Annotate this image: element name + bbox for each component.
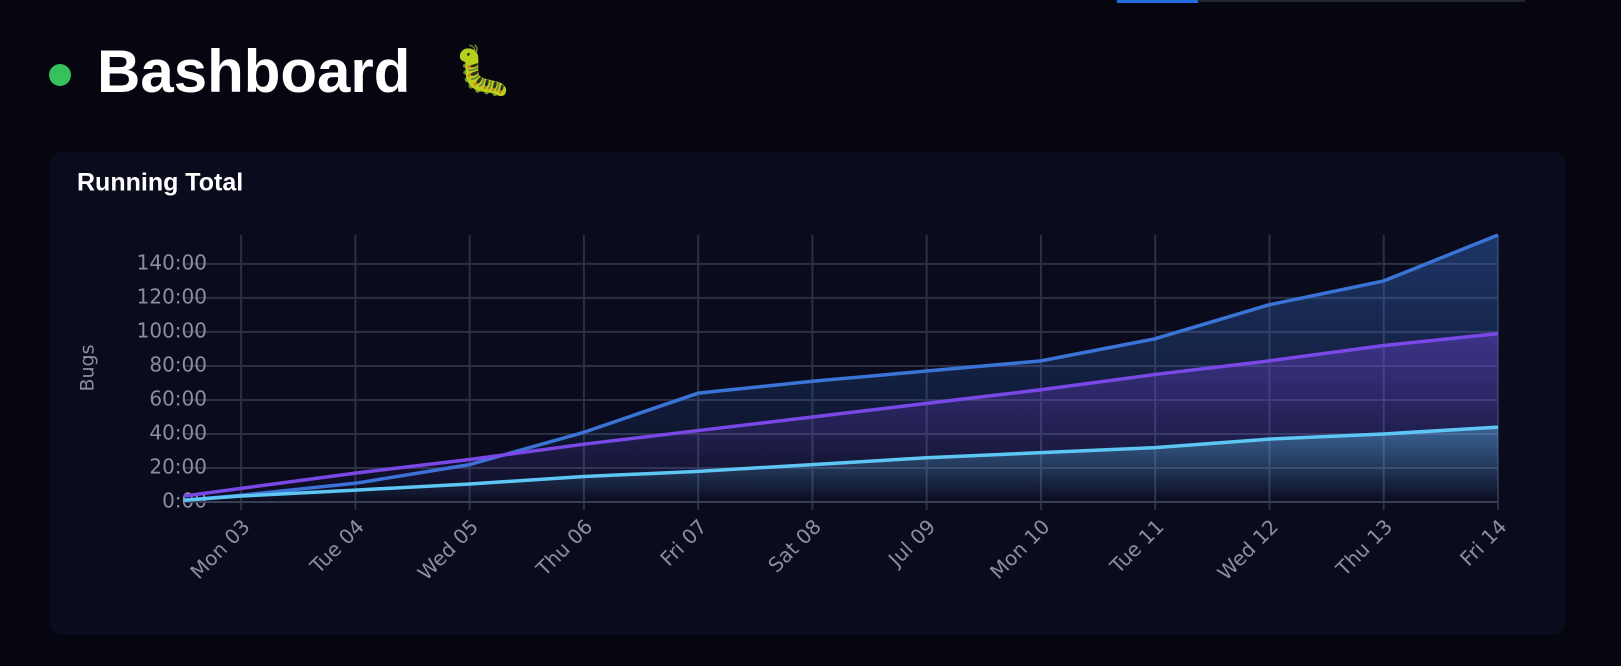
chart-title: Running Total [77,169,243,197]
tab-active[interactable] [1117,0,1198,3]
title-emoji: 🐛 [453,43,513,99]
y-tick-label: 140:00 [137,250,207,274]
y-tick-label: 40:00 [149,420,207,444]
y-tick-label: 60:00 [149,386,207,410]
line [183,331,1499,498]
tab-track [1198,0,1525,2]
y-tick-label: 80:00 [149,352,207,376]
y-tick-label: 20:00 [149,454,207,478]
page-title: Bashboard [97,38,410,105]
status-dot [49,64,71,86]
line [183,425,1499,503]
y-tick-label: 120:00 [137,284,207,308]
y-axis-label: Bugs [77,344,99,391]
y-tick-label: 100:00 [137,318,207,342]
